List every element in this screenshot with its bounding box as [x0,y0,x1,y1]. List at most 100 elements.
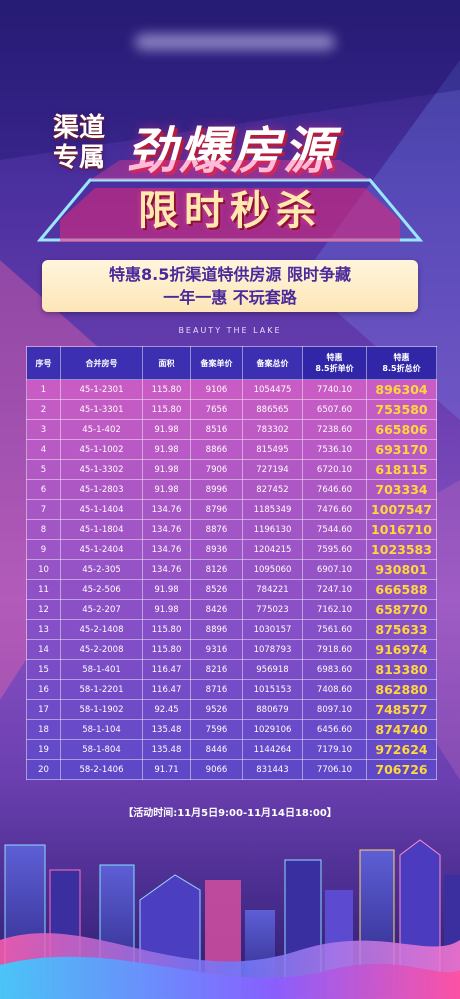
table-cell: 45-1-1002 [60,439,143,460]
table-cell: 58-2-1406 [60,759,143,780]
table-cell: 1054475 [242,379,303,400]
table-cell: 20 [26,759,61,780]
table-row: 5 45-1-3302 91.98 7906 727194 6720.10 618115 [26,459,437,480]
table-cell: 7179.10 [302,739,367,760]
table-cell: 1078793 [242,639,303,660]
table-cell: 916974 [366,639,437,660]
table-cell: 45-2-207 [60,599,143,620]
table-cell: 8936 [190,539,243,560]
table-row: 2 45-1-3301 115.80 7656 886565 6507.60 753580 [26,399,437,420]
table-cell: 7706.10 [302,759,367,780]
table-row: 10 45-2-305 134.76 8126 1095060 6907.10 930801 [26,559,437,580]
table-cell: 58-1-1902 [60,699,143,720]
table-cell: 45-1-1404 [60,499,143,520]
table-cell: 886565 [242,399,303,420]
table-cell: 115.80 [142,399,191,420]
table-cell: 116.47 [142,679,191,700]
table-row: 17 58-1-1902 92.45 9526 880679 8097.10 748577 [26,699,437,720]
table-cell: 134.76 [142,559,191,580]
table-cell: 7596 [190,719,243,740]
table-cell: 10 [26,559,61,580]
table-row: 6 45-1-2803 91.98 8996 827452 7646.60 703334 [26,479,437,500]
table-cell: 115.80 [142,639,191,660]
table-cell: 666588 [366,579,437,600]
table-cell: 58-1-401 [60,659,143,680]
table-row: 3 45-1-402 91.98 8516 783302 7238.60 665806 [26,419,437,440]
table-row: 7 45-1-1404 134.76 8796 1185349 7476.60 100754… [26,499,437,520]
table-cell: 8126 [190,559,243,580]
table-cell: 7595.60 [302,539,367,560]
table-cell: 7740.10 [302,379,367,400]
table-cell: 6 [26,479,61,500]
table-cell: 7247.10 [302,579,367,600]
table-cell: 8896 [190,619,243,640]
table-cell: 135.48 [142,739,191,760]
table-cell: 12 [26,599,61,620]
table-cell: 58-1-104 [60,719,143,740]
table-cell: 831443 [242,759,303,780]
table-cell: 727194 [242,459,303,480]
title-block: 渠道 专属 劲爆房源 [45,105,425,255]
sub-title-line1: 渠道 [53,113,106,143]
table-cell: 703334 [366,479,437,500]
table-cell: 8216 [190,659,243,680]
table-cell: 956918 [242,659,303,680]
table-cell: 58-1-2201 [60,679,143,700]
table-cell: 45-1-2803 [60,479,143,500]
column-header: 备案单价 [190,346,243,380]
table-cell: 91.98 [142,599,191,620]
table-cell: 91.98 [142,439,191,460]
table-cell: 6907.10 [302,559,367,580]
table-row: 18 58-1-104 135.48 7596 1029106 6456.60 874740 [26,719,437,740]
table-cell: 17 [26,699,61,720]
table-cell: 874740 [366,719,437,740]
table-row: 20 58-2-1406 91.71 9066 831443 7706.10 706726 [26,759,437,780]
table-cell: 8426 [190,599,243,620]
table-cell: 693170 [366,439,437,460]
table-cell: 706726 [366,759,437,780]
table-cell: 18 [26,719,61,740]
table-cell: 1015153 [242,679,303,700]
table-cell: 2 [26,399,61,420]
table-cell: 9106 [190,379,243,400]
table-cell: 92.45 [142,699,191,720]
tagline: BEAUTY THE LAKE [178,326,282,335]
table-cell: 45-2-1408 [60,619,143,640]
table-cell: 783302 [242,419,303,440]
table-cell: 7536.10 [302,439,367,460]
table-cell: 875633 [366,619,437,640]
column-header: 特惠 8.5折单价 [302,346,367,380]
table-cell: 8796 [190,499,243,520]
column-header: 面积 [142,346,191,380]
column-header: 序号 [26,346,61,380]
table-cell: 9066 [190,759,243,780]
table-row: 9 45-1-2404 134.76 8936 1204215 7595.60 102358… [26,539,437,560]
promo-line2: 一年一惠 不玩套路 [163,288,297,307]
table-row: 13 45-2-1408 115.80 8896 1030157 7561.60 87563… [26,619,437,640]
table-body: 1 45-1-2301 115.80 9106 1054475 7740.10 896304… [26,379,437,780]
table-cell: 9526 [190,699,243,720]
table-cell: 753580 [366,399,437,420]
table-row: 1 45-1-2301 115.80 9106 1054475 7740.10 896304 [26,379,437,400]
table-cell: 45-1-1804 [60,519,143,540]
table-cell: 7 [26,499,61,520]
table-cell: 784221 [242,579,303,600]
table-header-row: 序号 合并房号 面积 备案单价 备案总价 特惠 8.5折单价 特惠 8.5折总价 [26,346,437,380]
table-cell: 45-1-402 [60,419,143,440]
table-cell: 135.48 [142,719,191,740]
table-cell: 6720.10 [302,459,367,480]
table-cell: 1030157 [242,619,303,640]
table-cell: 13 [26,619,61,640]
promo-line1: 特惠8.5折渠道特供房源 限时争藏 [109,265,351,284]
table-cell: 775023 [242,599,303,620]
table-cell: 91.98 [142,579,191,600]
table-row: 14 45-2-2008 115.80 9316 1078793 7918.60 91697… [26,639,437,660]
table-cell: 7906 [190,459,243,480]
table-cell: 45-1-3301 [60,399,143,420]
table-cell: 1095060 [242,559,303,580]
table-cell: 8996 [190,479,243,500]
table-cell: 972624 [366,739,437,760]
activity-time: 【活动时间:11月5日9:00-11月14日18:00】 [123,808,337,819]
table-cell: 91.98 [142,459,191,480]
table-cell: 665806 [366,419,437,440]
